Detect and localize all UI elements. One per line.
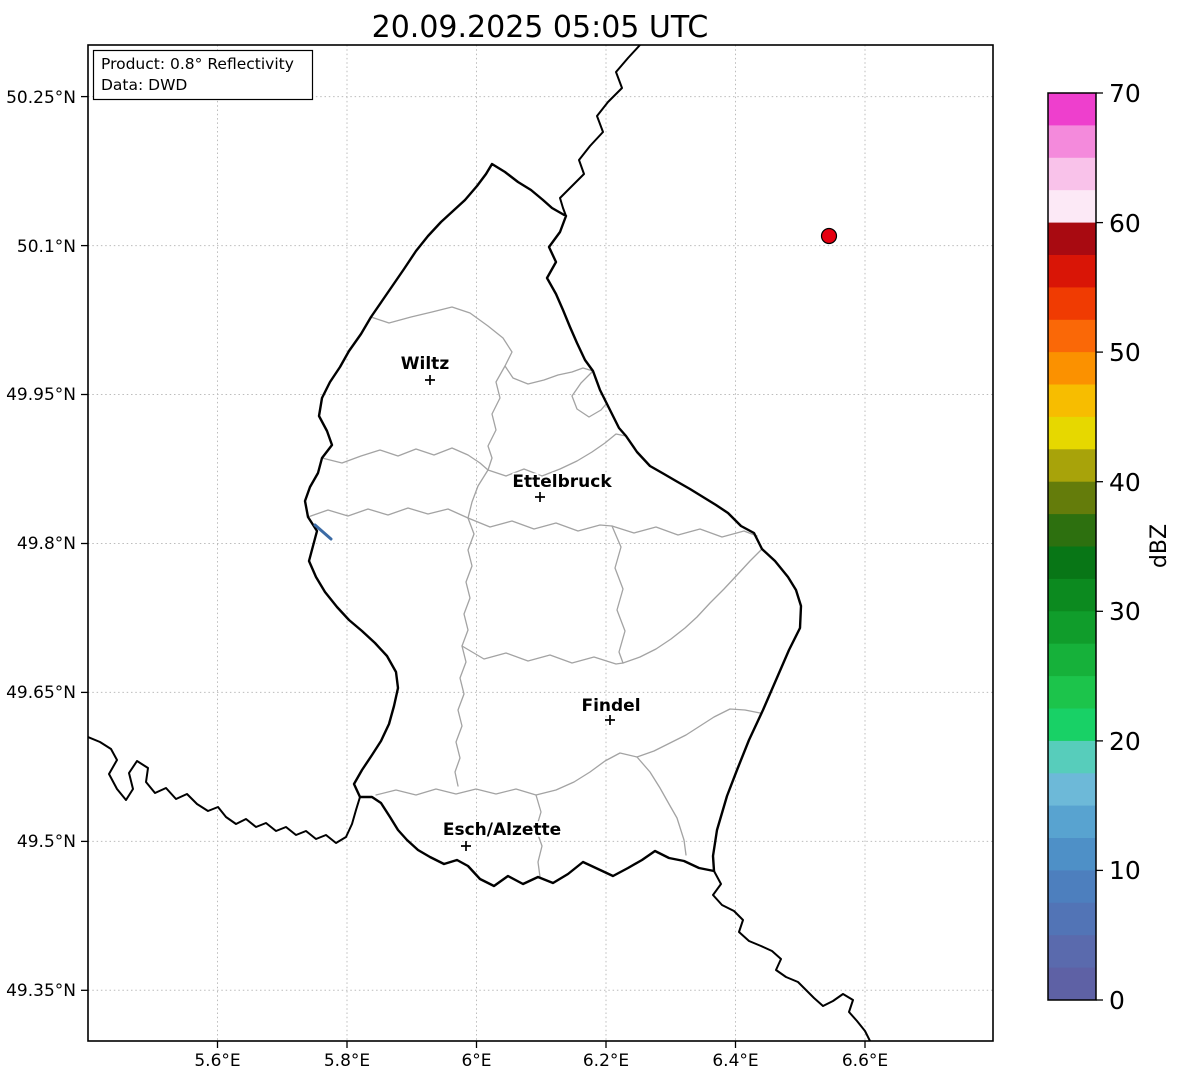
- colorbar-segment: [1048, 319, 1096, 353]
- city-marker-esch-alzette: [461, 841, 471, 851]
- colorbar-segment: [1048, 93, 1096, 126]
- colorbar-segment: [1048, 384, 1096, 418]
- colorbar-segment: [1048, 125, 1096, 159]
- colorbar-segment: [1048, 870, 1096, 904]
- lon-tick-label: 6°E: [461, 1051, 491, 1071]
- lon-tick-label: 5.8°E: [324, 1051, 370, 1071]
- city-marker-findel: [605, 715, 615, 725]
- colorbar-tick-label: 60: [1109, 209, 1141, 238]
- canton-boundary: [487, 433, 627, 477]
- map-borders: [88, 45, 871, 1041]
- canton-boundary: [636, 756, 687, 856]
- radar-location-dot: [820, 227, 838, 245]
- info-box-data-source: Data: DWD: [101, 76, 187, 94]
- colorbar-tick-label: 40: [1109, 468, 1141, 497]
- colorbar-segment: [1048, 708, 1096, 742]
- colorbar-segment: [1048, 287, 1096, 321]
- colorbar-segment: [1048, 676, 1096, 709]
- city-label-ettelbruck: Ettelbruck: [512, 472, 612, 492]
- colorbar-unit-label: dBZ: [1147, 524, 1172, 568]
- colorbar-tick-label: 20: [1109, 727, 1141, 756]
- colorbar-segment: [1048, 740, 1096, 774]
- lon-tick-label: 6.2°E: [583, 1051, 629, 1071]
- canton-boundary: [307, 507, 469, 519]
- lat-tick-label: 50.1°N: [17, 237, 76, 257]
- colorbar-segment: [1048, 935, 1096, 968]
- colorbar-segment: [1048, 643, 1096, 677]
- colorbar-segment: [1048, 416, 1096, 450]
- lon-axis: 5.6°E 5.8°E 6°E 6.2°E 6.4°E 6.6°E: [194, 1041, 888, 1071]
- colorbar: 0 10 20 30 40 50 60 70 dBZ: [1047, 79, 1172, 1015]
- colorbar-segment: [1048, 255, 1096, 288]
- canton-boundary: [611, 525, 626, 664]
- canton-boundary: [370, 306, 594, 385]
- city-label-esch-alzette: Esch/Alzette: [443, 820, 561, 840]
- colorbar-tick-label: 50: [1109, 338, 1141, 367]
- lat-tick-label: 49.95°N: [6, 385, 76, 405]
- lat-tick-label: 49.8°N: [17, 534, 76, 554]
- page-title: 20.09.2025 05:05 UTC: [372, 10, 709, 45]
- colorbar-segment: [1048, 352, 1096, 385]
- france-belgium-border: [88, 736, 361, 844]
- colorbar-segment: [1048, 157, 1096, 191]
- colorbar-segment: [1048, 578, 1096, 612]
- colorbar-segment: [1048, 805, 1096, 839]
- colorbar-segment: [1048, 481, 1096, 515]
- canton-boundary: [321, 447, 489, 471]
- canton-boundary: [535, 794, 543, 878]
- canton-boundary: [571, 370, 608, 418]
- canton-boundary: [375, 708, 761, 796]
- city-label-findel: Findel: [581, 696, 640, 716]
- lat-axis: 50.25°N 50.1°N 49.95°N 49.8°N 49.65°N 49…: [6, 88, 88, 1001]
- info-box: Product: 0.8° Reflectivity Data: DWD: [92, 49, 314, 101]
- lon-tick-label: 6.4°E: [712, 1051, 758, 1071]
- colorbar-tick-label: 10: [1109, 856, 1141, 885]
- colorbar-segment: [1048, 546, 1096, 580]
- info-box-product: Product: 0.8° Reflectivity: [101, 55, 294, 73]
- colorbar-segment: [1048, 222, 1096, 256]
- colorbar-tick-label: 30: [1109, 597, 1141, 626]
- lat-tick-label: 49.35°N: [6, 981, 76, 1001]
- city-marker-ettelbruck: [535, 492, 545, 502]
- colorbar-tick-label: 70: [1109, 79, 1141, 108]
- luxembourg-border: [303, 162, 803, 888]
- colorbar-segment: [1048, 773, 1096, 807]
- lake-segment: [313, 523, 333, 541]
- cities: Wiltz Ettelbruck Findel Esch/Alzette: [399, 352, 642, 851]
- info-box-frame: [92, 49, 314, 101]
- city-marker-wiltz: [425, 375, 435, 385]
- city-label-wiltz: Wiltz: [401, 354, 450, 374]
- colorbar-segment: [1048, 514, 1096, 547]
- lat-tick-label: 49.65°N: [6, 683, 76, 703]
- colorbar-segment: [1048, 838, 1096, 871]
- lon-tick-label: 6.6°E: [842, 1051, 888, 1071]
- colorbar-segment: [1048, 611, 1096, 645]
- colorbar-frame: [1047, 92, 1097, 1001]
- colorbar-segment: [1048, 967, 1096, 1000]
- colorbar-segment: [1048, 449, 1096, 483]
- lat-tick-label: 50.25°N: [6, 88, 76, 108]
- belgium-germany-border: [559, 45, 641, 217]
- lat-tick-label: 49.5°N: [17, 832, 76, 852]
- lon-tick-label: 5.6°E: [194, 1051, 240, 1071]
- france-germany-border: [712, 870, 871, 1041]
- canton-boundary: [461, 548, 763, 665]
- canton-boundary: [454, 365, 506, 787]
- colorbar-tick-label: 0: [1109, 986, 1125, 1015]
- colorbar-segment: [1048, 190, 1096, 223]
- colorbar-segment: [1048, 902, 1096, 936]
